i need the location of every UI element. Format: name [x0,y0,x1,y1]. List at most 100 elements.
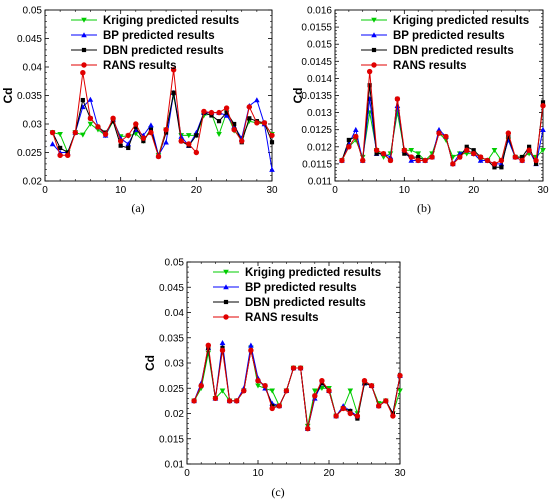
data-point [484,157,491,164]
data-point [450,154,456,160]
legend-entry: RANS results [103,60,177,72]
data-point [209,113,214,118]
data-point [219,340,226,346]
data-point [125,132,131,139]
data-point [191,398,197,404]
y-axis-label: Cd [291,88,305,104]
data-point [276,403,282,409]
data-point [397,372,403,379]
data-point [533,161,539,166]
data-point [117,138,124,144]
data-point [340,405,346,412]
y-tick-label: 0.015 [159,434,184,445]
y-tick-label: 0.011 [308,177,333,188]
data-point [80,97,85,103]
data-point [540,100,546,105]
data-point [133,121,139,127]
y-tick-label: 0.0155 [301,23,332,34]
data-point [224,110,229,115]
data-point [443,137,449,143]
data-point [401,147,408,153]
data-point [498,157,505,164]
data-point [312,393,318,399]
data-point [262,383,268,389]
data-point [366,68,373,75]
data-point [111,119,116,124]
legend-swatch-marker [223,299,229,305]
y-tick-label: 0.025 [159,384,184,395]
data-point [290,365,297,371]
y-tick-label: 0.035 [159,333,184,344]
data-point [102,131,109,137]
y-tick-label: 0.045 [159,283,184,294]
data-point [408,154,414,160]
x-tick-label: 0 [332,185,338,196]
data-point [148,129,154,136]
data-point [383,398,389,404]
data-point [163,130,169,135]
data-point [49,129,56,136]
legend-swatch-marker [223,269,229,275]
data-point [464,144,469,149]
legend-entry: BP predicted results [245,282,357,294]
data-point [241,388,247,394]
legend-entry: BP predicted results [103,30,215,42]
y-tick-label: 0.0145 [301,57,332,68]
data-point [186,141,192,147]
data-point [80,132,86,138]
legend-entry: Kriging predicted results [393,15,529,27]
data-point [374,151,379,156]
data-point [269,405,275,412]
data-point [80,69,86,76]
legend-entry: DBN predicted results [393,45,514,57]
y-tick-label: 0.015 [307,40,332,51]
data-point [457,154,463,160]
legend-entry: BP predicted results [393,30,505,42]
data-point [429,154,435,160]
data-point [477,157,484,163]
data-point [526,147,532,153]
data-point [527,144,532,149]
data-point [254,120,260,126]
data-point [339,157,345,164]
data-point [415,151,421,157]
data-point [390,413,396,419]
data-point [65,150,70,155]
legend-entry: RANS results [245,312,319,324]
data-point [520,154,525,160]
y-tick-label: 0.012 [307,142,332,153]
data-point [269,166,275,172]
y-axis-label: Cd [143,355,157,371]
data-point [463,151,470,157]
y-tick-label: 0.03 [165,359,185,370]
data-point [49,141,56,147]
data-point [353,126,359,132]
series-line [193,345,401,429]
x-tick-label: 10 [115,185,127,196]
data-point [470,150,477,157]
legend-swatch-marker [223,284,229,290]
data-point [133,124,138,129]
data-point [540,147,546,154]
data-point [376,403,382,409]
data-point [126,145,131,151]
data-point [416,154,421,160]
legend-entry: Kriging predicted results [245,267,381,279]
data-point [141,139,146,144]
data-point [464,147,470,153]
data-point [408,157,415,163]
data-point [353,133,359,140]
y-tick-label: 0.045 [17,34,42,45]
x-tick-label: 30 [537,185,549,196]
data-point [380,150,387,157]
legend-entry: RANS results [393,60,467,72]
data-point [148,127,154,132]
y-tick-label: 0.04 [165,308,185,319]
legend-entry: Kriging predicted results [103,15,239,27]
data-point [87,121,94,127]
data-point [354,413,361,419]
data-point [346,137,351,143]
data-point [58,145,63,151]
data-point [326,388,332,394]
